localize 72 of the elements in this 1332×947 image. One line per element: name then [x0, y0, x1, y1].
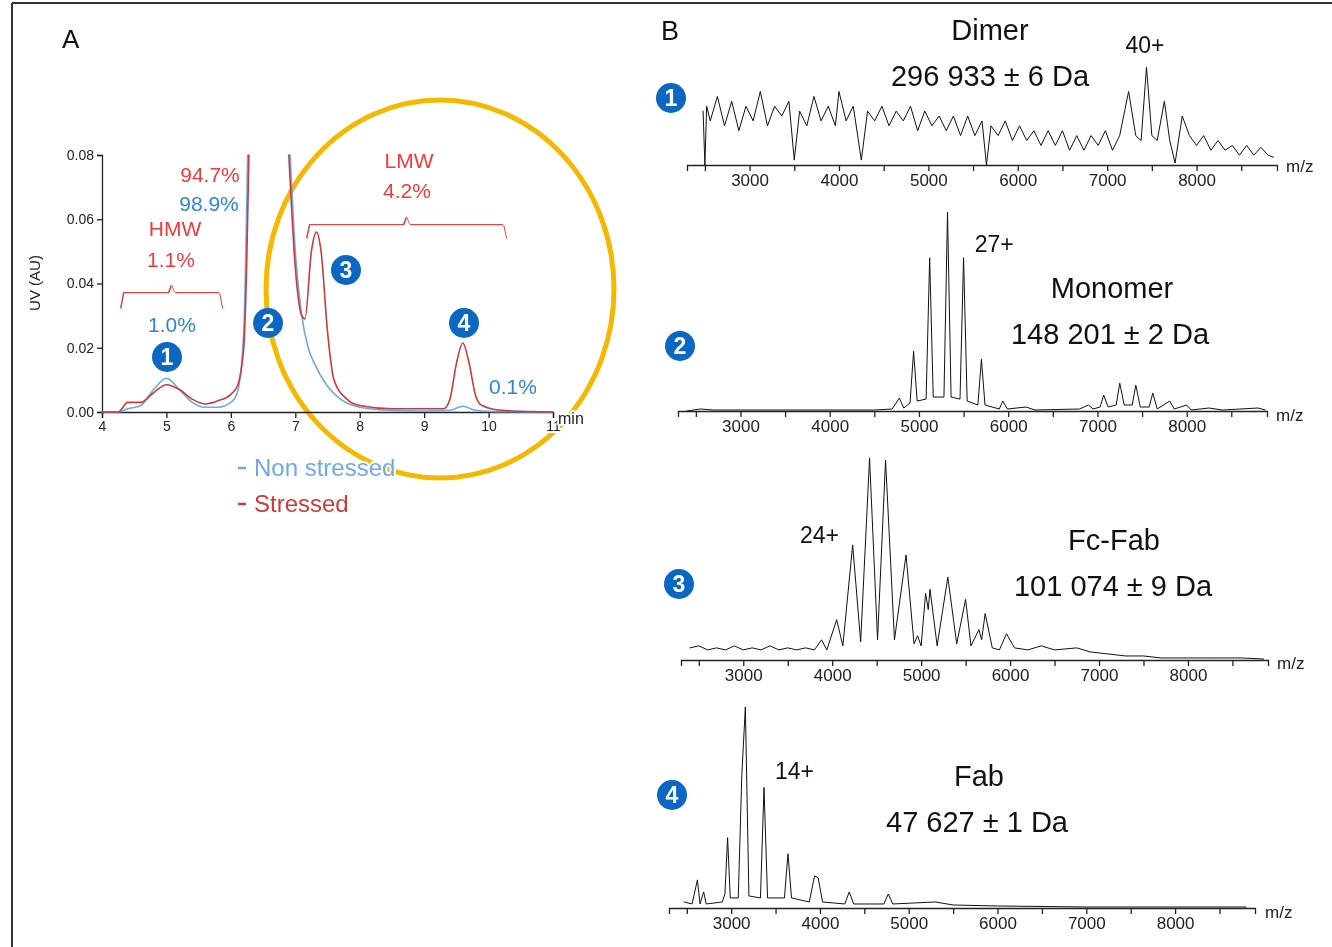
chart-title: Dimer [951, 14, 1029, 46]
x-tick-label: 4000 [820, 171, 859, 191]
annotation: 4.2% [383, 179, 431, 202]
x-tick-label: 6 [227, 417, 236, 434]
x-tick-label: 5000 [900, 417, 939, 437]
text: 1 [664, 85, 678, 111]
x-tick-label: 8000 [1169, 666, 1208, 686]
legend-label: Stressed [254, 490, 349, 517]
y-tick-label: 0.04 [66, 275, 95, 292]
x-tick-label: 5000 [890, 914, 929, 934]
chart-title: A [62, 24, 80, 54]
x-tick-label: 5 [163, 417, 172, 434]
y-tick-label: 0.08 [66, 146, 95, 163]
text: B [661, 16, 680, 46]
annotation: 1.0% [148, 313, 196, 336]
x-tick-label: 8000 [1156, 914, 1195, 934]
annotation: 1.1% [147, 248, 195, 271]
x-tick-label: 4000 [813, 666, 852, 686]
text: 47 627 ± 1 Da [886, 806, 1069, 838]
x-tick-label: 3000 [712, 914, 751, 934]
x-tick-label: 10 [481, 417, 498, 434]
text: 101 074 ± 9 Da [1013, 570, 1213, 602]
y-tick-label: 0.00 [66, 403, 95, 420]
annotation: 40+ [1125, 32, 1165, 58]
x-tick-label: 7000 [1067, 914, 1106, 934]
annotation: 4 [665, 782, 679, 808]
x-tick-label: 7000 [1079, 417, 1117, 437]
x-tick-label: 7000 [1088, 171, 1127, 191]
annotation: 14+ [774, 758, 814, 785]
x-tick-label: 3000 [731, 171, 769, 191]
x-tick-label: 4000 [811, 417, 850, 437]
annotation: 3 [672, 571, 686, 597]
text: Fc-Fab [1068, 524, 1160, 556]
x-tick-label: 7000 [1080, 666, 1119, 686]
annotation: 4 [457, 310, 471, 336]
annotation: 98.9% [179, 192, 239, 215]
annotation: 0.1% [489, 375, 537, 398]
y-tick-label: 0.06 [66, 211, 95, 228]
x-tick-label: 3000 [722, 417, 760, 437]
text: Monomer [1050, 272, 1174, 304]
x-tick-label: 8000 [1178, 171, 1216, 191]
x-tick-label: 6000 [989, 417, 1028, 437]
y-tick-label: 0.02 [66, 339, 95, 356]
annotation: 3 [339, 257, 353, 283]
annotation: 2 [261, 310, 275, 336]
x-tick-label: 4000 [801, 914, 840, 934]
x-tick-label: 5000 [909, 171, 948, 191]
chart-subtitle: 296 933 ± 6 Da [890, 60, 1090, 92]
text: 148 201 ± 2 Da [1010, 318, 1210, 350]
x-axis-title: m/z [1265, 903, 1293, 922]
x-tick-label: 6000 [979, 914, 1017, 934]
x-tick-label: 3000 [724, 666, 763, 686]
text: Fab [954, 760, 1004, 792]
annotation: 1 [160, 344, 174, 370]
x-axis-title: m/z [1277, 654, 1305, 673]
x-axis-title: m/z [1276, 406, 1304, 425]
x-tick-label: 5000 [902, 666, 941, 686]
x-axis-title: m/z [1286, 157, 1314, 176]
x-tick-label: 4 [98, 417, 107, 434]
annotation: LMW [384, 149, 434, 172]
x-tick-label: 8 [356, 417, 365, 434]
annotation: HMW [148, 217, 202, 240]
x-tick-label: 6000 [999, 171, 1038, 191]
x-tick-label: 6000 [991, 666, 1030, 686]
x-tick-label: 7 [291, 417, 300, 434]
annotation: 94.7% [180, 163, 240, 186]
annotation: 2 [673, 333, 687, 359]
x-tick-label: 9 [420, 417, 429, 434]
annotation: 24+ [800, 521, 840, 548]
y-axis-title: UV (AU) [26, 255, 43, 311]
annotation: 27+ [974, 230, 1014, 257]
x-tick-label: 8000 [1168, 417, 1207, 437]
